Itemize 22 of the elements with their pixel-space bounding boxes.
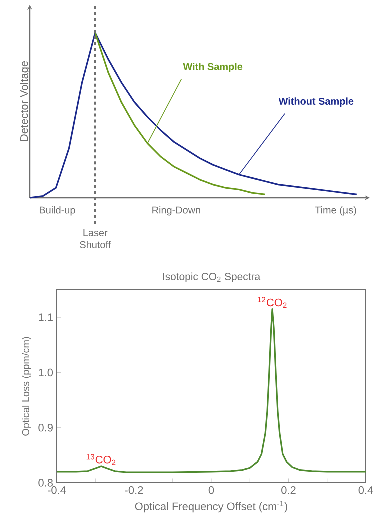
text: Laser Shutoff	[80, 230, 112, 248]
y-axis-title: Optical Loss (ppm/cm)	[22, 337, 32, 436]
y-tick-label: 0.8	[38, 479, 53, 487]
y-tick-label: 1.1	[39, 314, 53, 322]
x-tick-label: -0.4	[48, 486, 66, 494]
text: Without Sample	[278, 98, 354, 107]
x-axis-title: Optical Frequency Offset (cm$^{-1}$)	[135, 501, 288, 513]
y-tick-label: 1.0	[39, 368, 54, 377]
x-tick-label: 0.4	[358, 486, 374, 494]
x-tick-label: -0.2	[125, 486, 144, 494]
text: With Sample	[183, 63, 243, 72]
y-tick-label: 0.9	[38, 424, 53, 432]
text: Build-up	[40, 206, 76, 216]
x-tick-label: 0	[208, 486, 214, 494]
line-series	[56, 308, 367, 474]
annotation: $^{13}$CO$_{2}$	[86, 454, 116, 466]
y-axis-title: Detector Voltage	[20, 61, 30, 142]
annotation: $^{12}$CO$_{2}$	[258, 297, 287, 308]
text: Ring-Down	[152, 206, 200, 216]
x-tick-label: 0.2	[282, 486, 296, 494]
text: Time (µs)	[315, 206, 356, 216]
chart-title: Isotopic CO$_{2}$ Spectra	[163, 272, 261, 282]
